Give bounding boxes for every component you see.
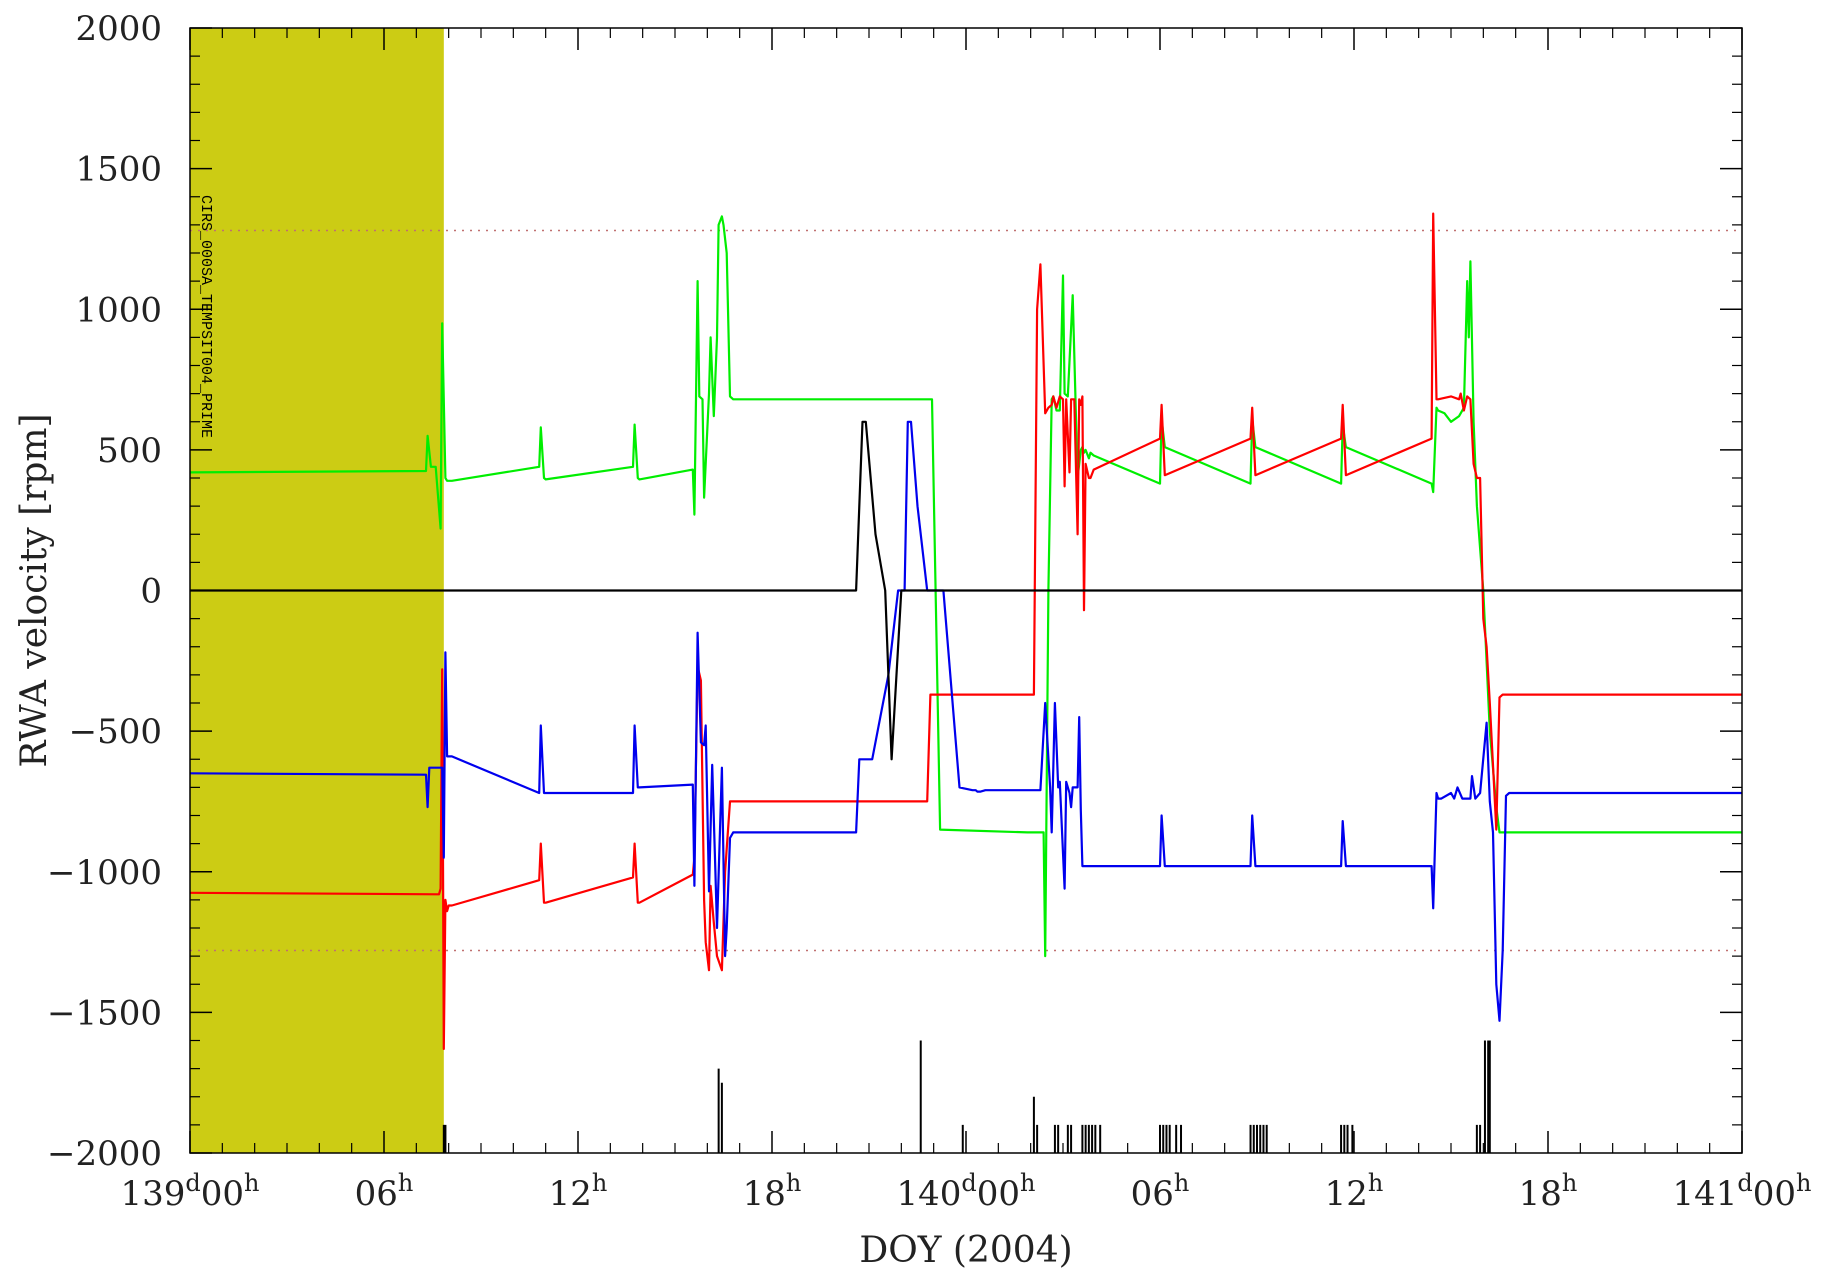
y-tick-label: 0 [140, 572, 162, 612]
y-tick-label: 1000 [75, 290, 162, 330]
x-tick-label: 12h [1325, 1169, 1384, 1214]
x-tick-label: 141d00h [1672, 1169, 1811, 1214]
x-tick-label: 139d00h [120, 1169, 259, 1214]
series-layer [189, 212, 1742, 1051]
series-line-2 [189, 420, 1742, 1022]
y-tick-label: −2000 [47, 1134, 162, 1174]
series-line-0 [189, 215, 1742, 958]
x-tick-label: 06h [355, 1169, 414, 1214]
x-tick-label: 140d00h [896, 1169, 1035, 1214]
tick-labels-layer: 2000 1500 1000 500 0 −500 −1000 −1500 −2000139d0… [47, 9, 1812, 1214]
x-tick-label: 18h [1519, 1169, 1578, 1214]
y-tick-label: 1500 [75, 150, 162, 190]
series-line-1 [189, 212, 1742, 1051]
ticks-layer [189, 27, 1743, 1154]
y-tick-label: 500 [97, 431, 162, 471]
x-axis-label: DOY (2004) [859, 1230, 1072, 1271]
x-tick-label: 06h [1131, 1169, 1190, 1214]
x-tick-label: 18h [743, 1169, 802, 1214]
x-tick-label: 12h [549, 1169, 608, 1214]
event-markers-layer [442, 1040, 1491, 1153]
y-tick-label: −1500 [47, 993, 162, 1033]
y-tick-label: −1000 [47, 853, 162, 893]
y-tick-label: 2000 [75, 9, 162, 49]
observation-annotation: CIRS_000SA_TEMPSIT004_PRIME [197, 195, 214, 438]
y-axis-label: RWA velocity [rpm] [14, 413, 55, 767]
y-tick-label: −500 [69, 712, 162, 752]
limit-lines-layer [190, 229, 1742, 952]
series-line-3 [190, 420, 1742, 761]
